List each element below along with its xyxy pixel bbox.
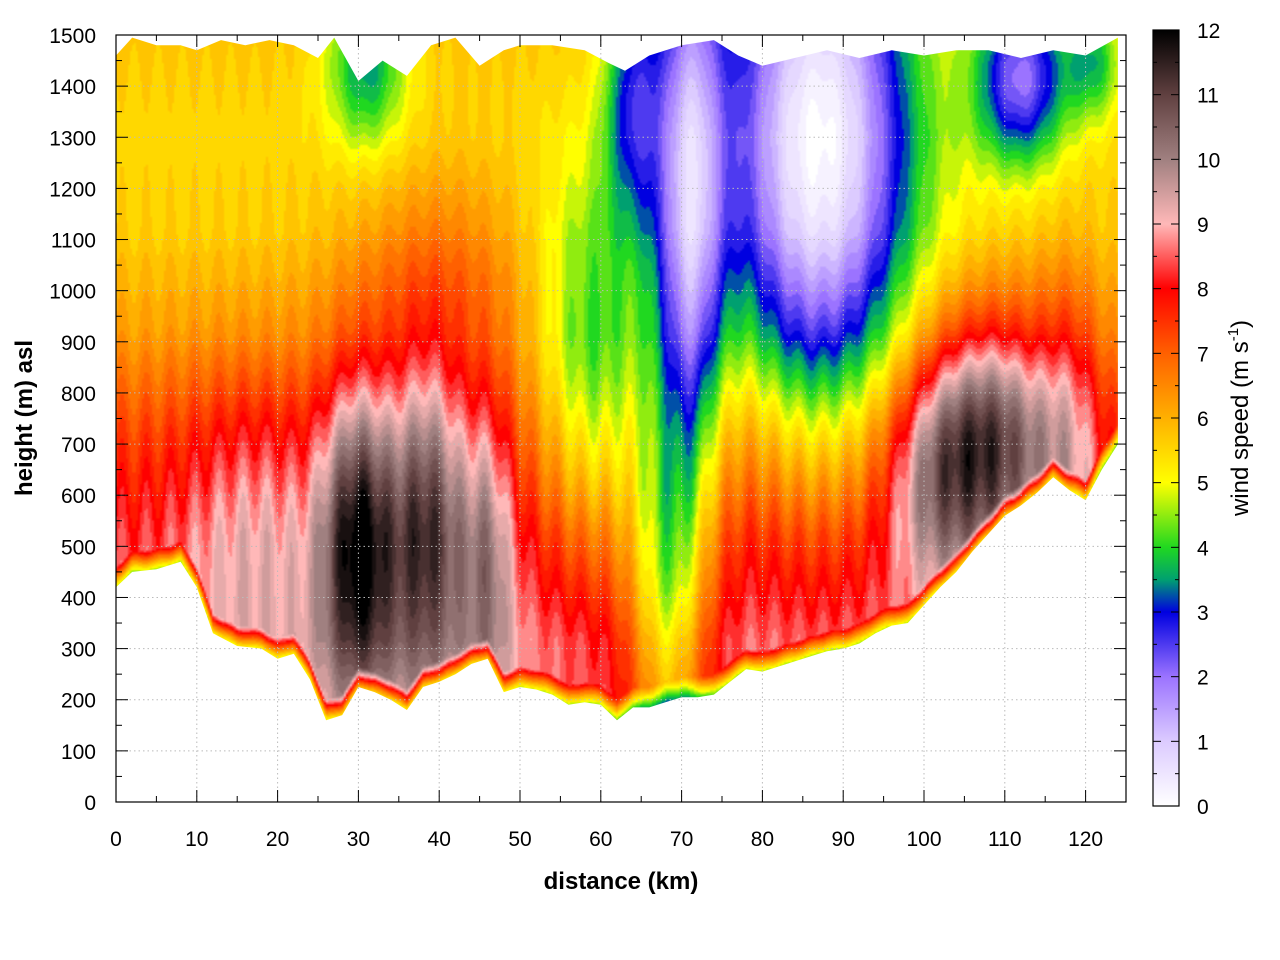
y-tick-label: 1000 xyxy=(49,281,96,304)
colorbar-tick-label: 0 xyxy=(1197,796,1209,819)
colorbar-title-main: wind speed (m s xyxy=(1227,341,1254,517)
y-tick-label: 1400 xyxy=(49,76,96,99)
x-tick-label: 70 xyxy=(670,828,693,851)
colorbar-tick-label: 10 xyxy=(1197,149,1220,172)
colorbar-tick-label: 12 xyxy=(1197,20,1220,43)
y-tick-label: 200 xyxy=(61,690,96,713)
y-tick-label: 700 xyxy=(61,434,96,457)
y-axis-title: height (m) asl xyxy=(11,340,38,496)
axis-ticks xyxy=(115,34,1126,803)
plot-frame xyxy=(115,34,1127,803)
colorbar-ticks xyxy=(1153,29,1179,807)
y-tick-label: 300 xyxy=(61,639,96,662)
y-tick-label: 800 xyxy=(61,383,96,406)
x-tick-label: 50 xyxy=(508,828,531,851)
y-tick-label: 400 xyxy=(61,587,96,610)
y-tick-label: 900 xyxy=(61,332,96,355)
x-tick-label: 60 xyxy=(589,828,612,851)
x-axis-title: distance (km) xyxy=(544,868,699,895)
colorbar-tick-label: 7 xyxy=(1197,343,1209,366)
colorbar-tick-label: 8 xyxy=(1197,279,1209,302)
colorbar-title-exponent: -1 xyxy=(1225,328,1242,341)
y-tick-label: 0 xyxy=(84,792,96,815)
x-tick-label: 0 xyxy=(110,828,122,851)
y-tick-label: 100 xyxy=(61,741,96,764)
colorbar-title: wind speed (m s-1) xyxy=(1225,320,1254,517)
x-tick-label: 100 xyxy=(906,828,941,851)
colorbar-tick-label: 2 xyxy=(1197,667,1209,690)
grid-lines xyxy=(115,34,1126,803)
y-tick-label: 1300 xyxy=(49,127,96,150)
colorbar-tick-label: 6 xyxy=(1197,408,1209,431)
x-tick-label: 90 xyxy=(832,828,855,851)
x-tick-label: 80 xyxy=(751,828,774,851)
x-tick-label: 120 xyxy=(1068,828,1103,851)
x-axis-tick-labels: 0 10 20 30 40 50 60 70 80 90 100 110 120 xyxy=(110,828,1103,851)
x-tick-label: 40 xyxy=(428,828,451,851)
x-tick-label: 30 xyxy=(347,828,370,851)
y-axis-tick-labels: 0 100 200 300 400 500 600 700 800 900 1000 1100 1200… xyxy=(49,25,96,815)
y-tick-label: 1200 xyxy=(49,178,96,201)
colorbar-tick-label: 11 xyxy=(1197,85,1219,108)
x-tick-label: 10 xyxy=(185,828,208,851)
colorbar-tick-label: 1 xyxy=(1197,731,1209,754)
colorbar-tick-label: 9 xyxy=(1197,214,1209,237)
y-tick-label: 600 xyxy=(61,485,96,508)
colorbar-tick-label: 4 xyxy=(1197,537,1209,560)
x-tick-label: 20 xyxy=(266,828,289,851)
y-tick-label: 1100 xyxy=(51,230,96,253)
colorbar-title-close: ) xyxy=(1227,320,1254,328)
y-tick-label: 1500 xyxy=(49,25,96,48)
colorbar-tick-label: 5 xyxy=(1197,473,1209,496)
x-tick-label: 110 xyxy=(988,828,1021,851)
colorbar-tick-label: 3 xyxy=(1197,602,1209,625)
y-tick-label: 500 xyxy=(61,536,96,559)
